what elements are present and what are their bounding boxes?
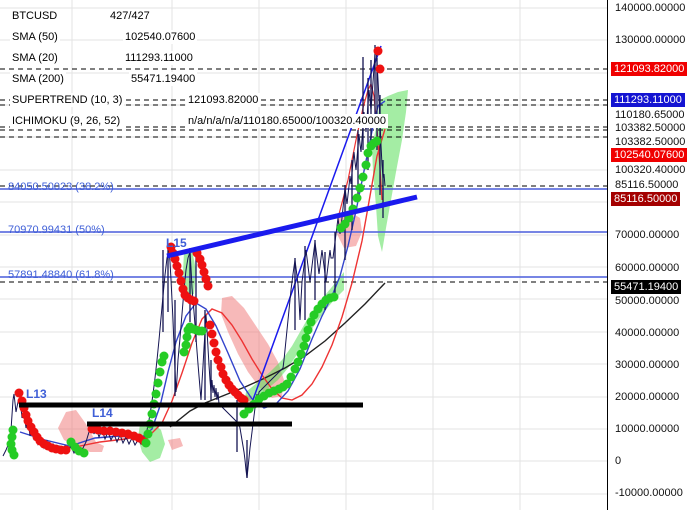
- fib-level-382-label: 84050.50023 (38.2%): [8, 181, 114, 193]
- supertrend-sell-dot: [216, 362, 226, 372]
- supertrend-sell-dot: [199, 267, 209, 277]
- supertrend-sell-dot: [209, 338, 219, 348]
- price-axis[interactable]: 140000.00000 130000.00000 110180.65000 1…: [607, 0, 690, 510]
- supertrend-sell-dot: [213, 355, 223, 365]
- ichimoku-cloud-pink: [168, 438, 183, 450]
- axis-tick: 40000.00000: [615, 327, 680, 339]
- axis-tick: 30000.00000: [615, 359, 680, 371]
- axis-tick: -10000.00000: [615, 487, 683, 499]
- supertrend-buy-dot: [179, 347, 189, 357]
- pivot-label-l15: L15: [166, 236, 187, 250]
- supertrend-buy-dot: [143, 429, 153, 439]
- axis-tick: 10000.00000: [615, 423, 680, 435]
- supertrend-buy-dot: [293, 357, 303, 367]
- supertrend-buy-dot: [282, 379, 292, 389]
- trendline-thin: [249, 45, 382, 409]
- sma50-line: [52, 128, 386, 448]
- supertrend-buy-dot: [363, 148, 373, 158]
- supertrend-buy-dot: [303, 325, 313, 335]
- sma20-value: 111293.11000: [123, 51, 195, 65]
- supertrend-buy-dot: [372, 136, 382, 146]
- ichimoku-value: n/a/n/a/n/a/110180.65000/100320.40000: [186, 114, 388, 128]
- supertrend-buy-dot: [8, 425, 18, 435]
- supertrend-buy-dot: [306, 317, 316, 327]
- supertrend-sell-dot: [373, 46, 383, 56]
- supertrend-sell-dot: [375, 64, 385, 74]
- supertrend-buy-dot: [153, 378, 163, 388]
- supertrend-buy-dot: [197, 326, 207, 336]
- sma50-value: 102540.07600: [123, 30, 198, 44]
- supertrend-sell-dot: [239, 395, 249, 405]
- supertrend-sell-dot: [197, 260, 207, 270]
- supertrend-sell-dot: [205, 320, 215, 330]
- supertrend-buy-dot: [181, 340, 191, 350]
- supertrend-value: 121093.82000: [186, 93, 261, 107]
- supertrend-sell-dot: [61, 445, 71, 455]
- supertrend-sell-dot: [207, 329, 217, 339]
- fib-level-50-label: 70970.99431 (50%): [8, 224, 105, 236]
- supertrend-label: SUPERTREND (10, 3): [10, 93, 125, 107]
- axis-tick: 103382.50000: [615, 122, 686, 134]
- last-price-badge: 85116.50000: [611, 192, 681, 206]
- supertrend-buy-dot: [352, 193, 362, 203]
- supertrend-buy-dot: [296, 349, 306, 359]
- supertrend-sell-dot: [203, 281, 213, 291]
- axis-tick: 70000.00000: [615, 229, 680, 241]
- axis-tick: 130000.00000: [615, 34, 686, 46]
- supertrend-buy-dot: [151, 389, 161, 399]
- ichimoku-label: ICHIMOKU (9, 26, 52): [10, 114, 123, 128]
- supertrend-buy-dot: [361, 160, 371, 170]
- supertrend-buy-dot: [79, 448, 89, 458]
- trendline-thick: [166, 194, 418, 259]
- axis-tick: 0: [615, 455, 622, 467]
- supertrend-price-badge: 121093.82000: [611, 62, 688, 76]
- supertrend-buy-dot: [301, 333, 311, 343]
- axis-tick: 20000.00000: [615, 391, 680, 403]
- supertrend-buy-dot: [182, 332, 192, 342]
- sma200-price-badge: 55471.19400: [611, 280, 682, 294]
- sma200-label: SMA (200): [10, 72, 66, 86]
- supertrend-buy-dot: [299, 341, 309, 351]
- supertrend-buy-dot: [159, 351, 169, 361]
- supertrend-sell-dot: [201, 274, 211, 284]
- supertrend-buy-dot: [141, 438, 151, 448]
- pivot-label-l13: L13: [26, 387, 47, 401]
- axis-tick: 85116.50000: [615, 179, 679, 191]
- supertrend-buy-dot: [290, 364, 300, 374]
- supertrend-buy-dot: [7, 432, 17, 442]
- axis-tick: 100320.40000: [615, 164, 686, 176]
- supertrend-buy-dot: [358, 172, 368, 182]
- axis-tick: 50000.00000: [615, 295, 680, 307]
- supertrend-buy-dot: [9, 450, 19, 460]
- supertrend-sell-dot: [172, 261, 182, 271]
- supertrend-sell-dot: [14, 388, 24, 398]
- supertrend-buy-dot: [329, 292, 339, 302]
- fib-level-618-label: 57891.48840 (61.8%): [8, 269, 114, 281]
- supertrend-buy-dot: [286, 372, 296, 382]
- bars-count: 427/427: [108, 9, 152, 23]
- ichimoku-cloud-pink: [221, 296, 284, 398]
- supertrend-buy-dot: [355, 183, 365, 193]
- sma200-value: 55471.19400: [129, 72, 198, 86]
- supertrend-sell-dot: [211, 347, 221, 357]
- supertrend-sell-dot: [174, 268, 184, 278]
- axis-tick: 110180.65000: [615, 109, 685, 121]
- supertrend-buy-dot: [147, 409, 157, 419]
- supertrend-sell-dot: [176, 276, 186, 286]
- axis-tick: 103382.50000: [615, 136, 686, 148]
- axis-tick: 140000.00000: [615, 2, 686, 14]
- sma50-label: SMA (50): [10, 30, 60, 44]
- supertrend-sell-dot: [189, 296, 199, 306]
- axis-tick: 60000.00000: [615, 262, 680, 274]
- symbol-label: BTCUSD: [10, 9, 60, 23]
- ichimoku-cloud-green: [138, 420, 165, 462]
- sma20-price-badge: 111293.11000: [611, 93, 685, 107]
- chart-canvas[interactable]: [0, 0, 607, 510]
- pivot-label-l14: L14: [92, 406, 113, 420]
- sma20-label: SMA (20): [10, 51, 60, 65]
- supertrend-buy-dot: [155, 367, 165, 377]
- sma50-price-badge: 102540.07600: [611, 148, 688, 162]
